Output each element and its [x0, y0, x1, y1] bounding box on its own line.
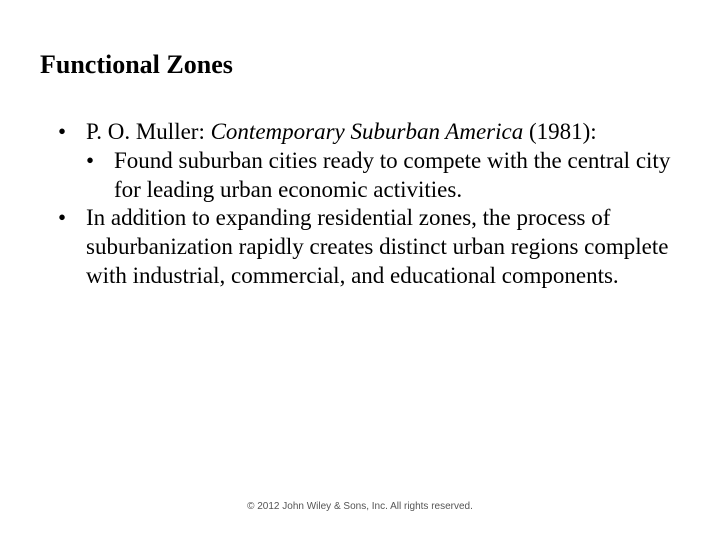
bullet-glyph: • — [58, 118, 86, 147]
sub-bullet-item-1: • Found suburban cities ready to compete… — [58, 147, 680, 205]
bullet-glyph: • — [86, 147, 114, 176]
bullet-item-2: • In addition to expanding residential z… — [58, 204, 680, 290]
bullet-text-2: In addition to expanding residential zon… — [86, 204, 680, 290]
bullet-glyph: • — [58, 204, 86, 233]
bullet1-prefix: P. O. Muller: — [86, 119, 211, 144]
sub-bullet-text-1: Found suburban cities ready to compete w… — [114, 147, 680, 205]
copyright-footer: © 2012 John Wiley & Sons, Inc. All right… — [0, 501, 720, 512]
bullet-item-1: • P. O. Muller: Contemporary Suburban Am… — [58, 118, 680, 147]
slide-body: • P. O. Muller: Contemporary Suburban Am… — [40, 118, 680, 291]
slide-title: Functional Zones — [40, 50, 680, 80]
bullet1-suffix: (1981): — [523, 119, 596, 144]
bullet-text-1: P. O. Muller: Contemporary Suburban Amer… — [86, 118, 680, 147]
bullet1-italic: Contemporary Suburban America — [211, 119, 524, 144]
